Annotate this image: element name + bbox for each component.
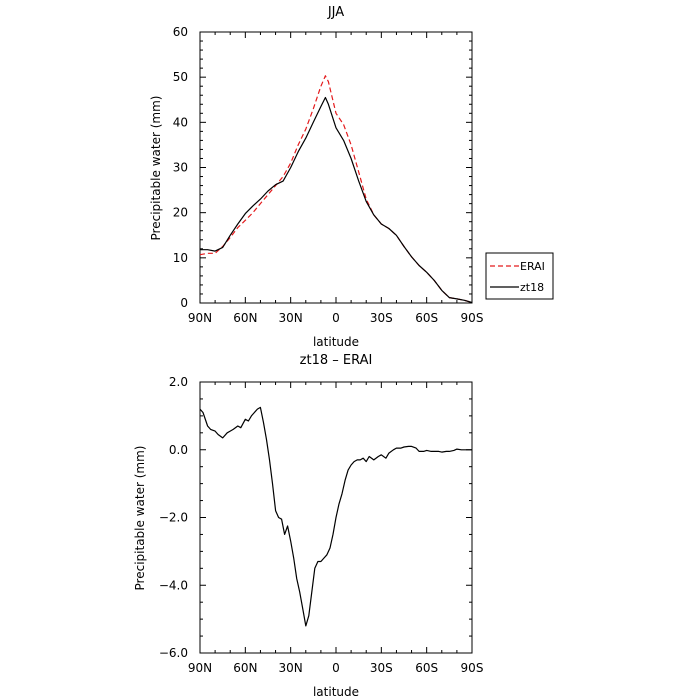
legend: ERAI zt18 [485,252,554,300]
top-y-tick-label: 30 [173,161,188,175]
bottom-panel-difference: zt18 – ERAI 90N 60N 30N 0 30S 60S 90S −6.0 −4.0 −… [133,353,483,699]
top-y-tick-label: 0 [180,296,188,310]
legend-erai-label: ERAI [520,260,545,273]
top-plot-frame [199,31,473,304]
bottom-x-tick-label: 60N [233,661,257,675]
bottom-panel-title: zt18 – ERAI [300,353,373,368]
top-axis-ticks: 90N 60N 30N 0 30S 60S 90S 0 10 20 30 40 50 60 [173,25,484,325]
top-series-group [199,75,473,304]
top-x-tick-label: 60N [233,311,257,325]
top-y-tick-label: 10 [173,251,188,265]
bottom-x-tick-label: 30S [370,661,393,675]
bottom-x-tick-label: 60S [415,661,438,675]
bottom-y-tick-label: −4.0 [159,578,188,592]
top-x-tick-label: 30S [370,311,393,325]
top-series-line-zt18 [200,96,473,304]
top-panel-jja: JJA 90N 60N 30N 0 30S 60S 90S 0 10 20 30 40 50 60 lat… [149,5,554,349]
top-series-line-erai [199,75,473,304]
bottom-y-axis-label: Precipitable water (mm) [133,446,147,591]
bottom-x-tick-label: 30N [279,661,303,675]
bottom-axis-ticks: 90N 60N 30N 0 30S 60S 90S −6.0 −4.0 −2.0 0.0 2.0 [159,375,484,675]
bottom-x-tick-label: 90S [461,661,484,675]
top-panel-title: JJA [327,5,344,20]
top-x-tick-label: 0 [332,311,340,325]
legend-box [485,252,554,300]
top-x-tick-label: 60S [415,311,438,325]
bottom-series-group [199,406,472,627]
top-x-tick-label: 90N [188,311,212,325]
top-y-tick-label: 20 [173,206,188,220]
top-x-tick-label: 90S [461,311,484,325]
bottom-y-tick-label: 2.0 [169,375,188,389]
top-x-axis-label: latitude [313,335,359,349]
bottom-series-line-difference [199,406,472,627]
bottom-y-tick-label: 0.0 [169,443,188,457]
bottom-y-tick-label: −6.0 [159,646,188,660]
top-x-tick-label: 30N [279,311,303,325]
top-y-tick-label: 60 [173,25,188,39]
bottom-x-axis-label: latitude [313,685,359,699]
top-y-tick-label: 40 [173,115,188,129]
legend-zt18-label: zt18 [520,281,544,294]
bottom-x-tick-label: 90N [188,661,212,675]
bottom-y-tick-label: −2.0 [159,511,188,525]
top-y-tick-label: 50 [173,70,188,84]
bottom-x-tick-label: 0 [332,661,340,675]
top-y-axis-label: Precipitable water (mm) [149,96,163,241]
